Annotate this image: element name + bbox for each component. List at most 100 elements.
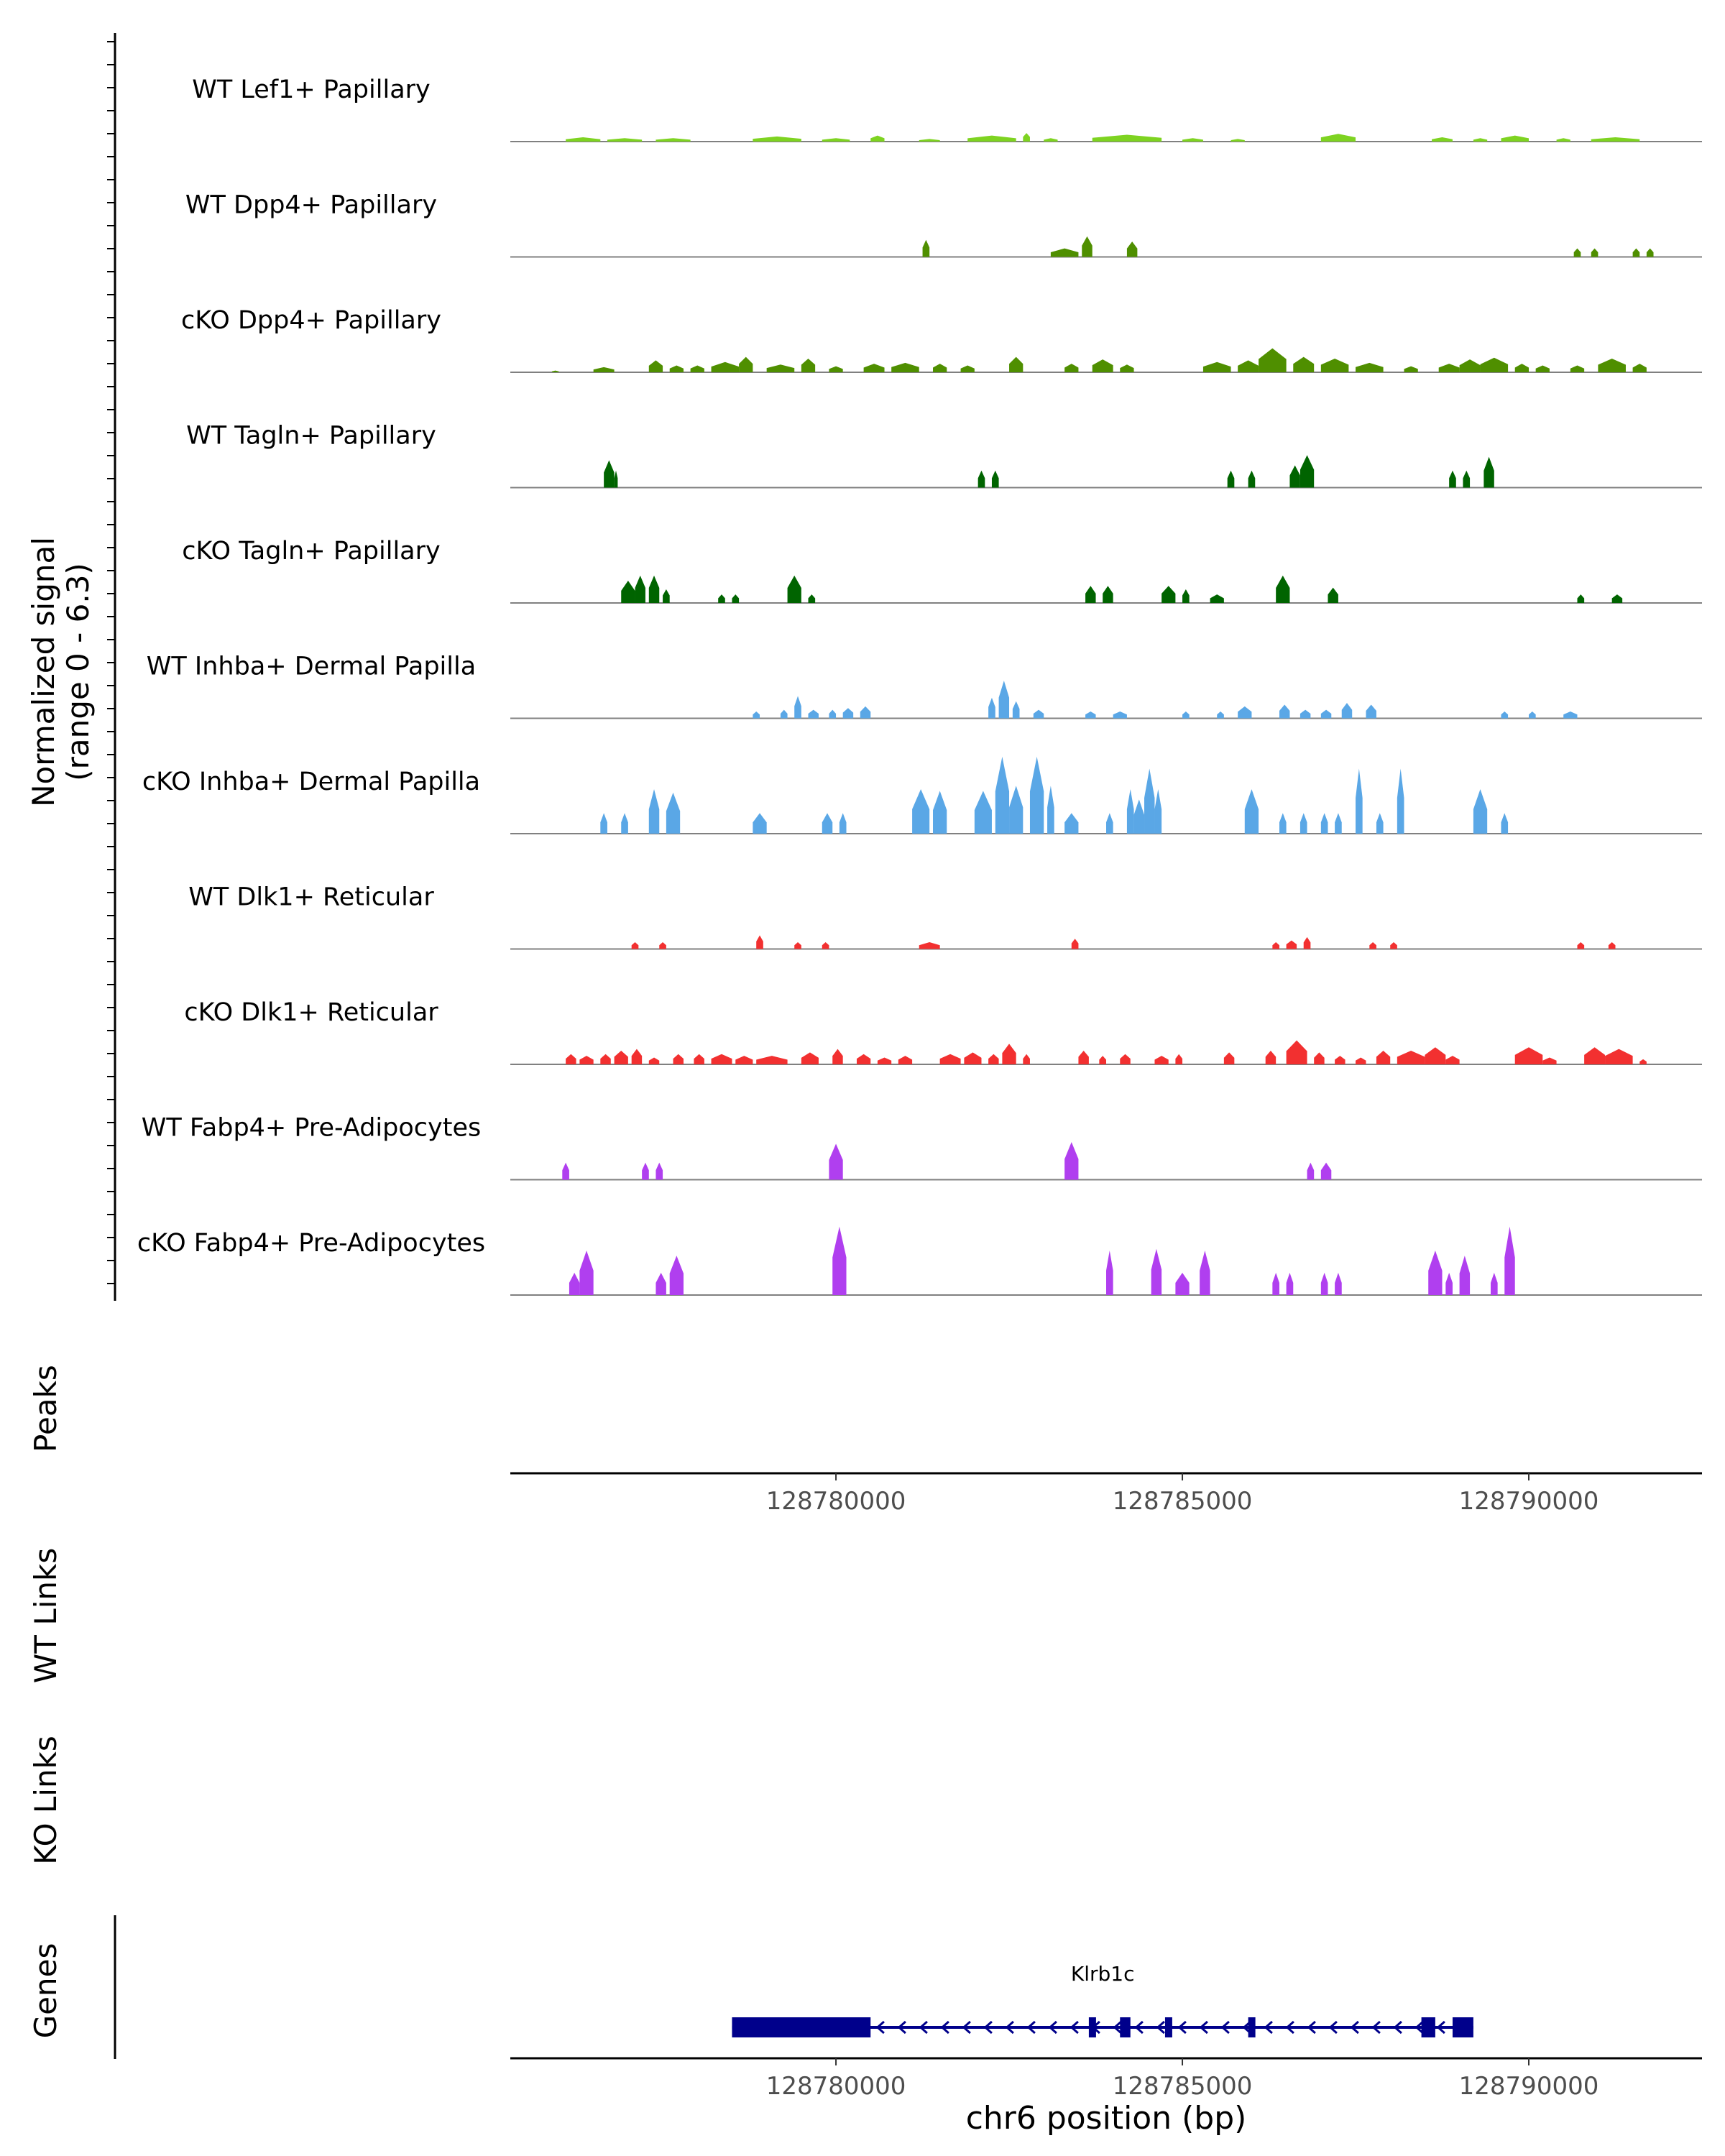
track-label: cKO Dlk1+ Reticular [184, 998, 438, 1027]
signal-peak [898, 1056, 913, 1064]
signal-peak [998, 681, 1010, 719]
signal-peak [718, 594, 725, 603]
signal-peak [1078, 1050, 1089, 1064]
signal-peak [1064, 1142, 1079, 1180]
signal-peak [663, 589, 670, 603]
signal-peak [1397, 1050, 1425, 1064]
signal-peak [1608, 941, 1616, 949]
signal-peak [829, 709, 837, 719]
signal-peak [621, 581, 635, 603]
signal-peak [995, 756, 1010, 834]
signal-peak [614, 1050, 628, 1064]
signal-peak [856, 1054, 871, 1064]
signal-peak [631, 941, 639, 949]
signal-peak [1175, 1054, 1183, 1064]
signal-peak [1484, 456, 1494, 488]
signal-peak [756, 1056, 788, 1064]
signal-y-axis-ticks [107, 41, 115, 1284]
track-label: WT Lef1+ Papillary [192, 75, 431, 104]
strand-arrow [1350, 2020, 1359, 2035]
signal-peak [1341, 703, 1353, 719]
signal-peak [690, 365, 704, 372]
signal-peak [1238, 360, 1259, 372]
signal-peak [1459, 359, 1481, 372]
signal-peak [1445, 1273, 1453, 1295]
signal-peak [1265, 1050, 1276, 1064]
signal-peak [1356, 768, 1363, 834]
signal-peak [1113, 711, 1127, 719]
signal-peak [1300, 813, 1307, 834]
signal-peak [1082, 236, 1092, 257]
track-7: WT Dlk1+ Reticular [188, 883, 1702, 950]
track-10: cKO Fabp4+ Pre-Adipocytes [137, 1226, 1702, 1296]
signal-peak [988, 1054, 999, 1064]
signal-peak [1605, 1049, 1633, 1064]
signal-peak [579, 1250, 594, 1295]
signal-y-axis-label: Normalized signal [26, 537, 61, 807]
peaks-section-label: Peaks [28, 1365, 63, 1452]
signal-peak [863, 364, 885, 372]
track-6: cKO Inhba+ Dermal Papilla [142, 756, 1702, 834]
signal-peak [1210, 594, 1224, 603]
signal-peak [832, 1049, 843, 1064]
signal-peak [1320, 1273, 1328, 1295]
signal-peak [1535, 365, 1550, 372]
track-label: WT Inhba+ Dermal Papilla [147, 653, 476, 681]
track-label: cKO Tagln+ Papillary [182, 537, 441, 566]
track-label: WT Dpp4+ Papillary [185, 191, 437, 220]
strand-arrow [1113, 2020, 1122, 2035]
signal-peak [1501, 135, 1530, 142]
signal-peak [1200, 1250, 1210, 1295]
signal-peak [1044, 138, 1058, 142]
signal-peak [1303, 936, 1311, 949]
signal-peak [600, 813, 607, 834]
signal-peak [656, 1162, 663, 1180]
signal-peak [569, 1273, 580, 1295]
signal-peak [1501, 711, 1509, 719]
strand-arrow [1307, 2020, 1316, 2035]
signal-peak [1611, 594, 1623, 603]
track-4: cKO Tagln+ Papillary [182, 537, 1702, 604]
signal-peak [1182, 589, 1190, 603]
signal-peak [891, 362, 919, 372]
signal-peak [1002, 1044, 1016, 1064]
signal-peak [780, 709, 788, 719]
strand-arrow [1414, 2020, 1424, 2035]
strand-arrow [1436, 2020, 1445, 2035]
signal-peak [1577, 594, 1585, 603]
signal-peak [1501, 813, 1509, 834]
signal-peak [1120, 364, 1134, 372]
signal-peak [839, 813, 847, 834]
signal-peak [1646, 248, 1654, 257]
signal-peak [988, 697, 995, 719]
signal-peak [562, 1162, 569, 1180]
signal-peak [1272, 1273, 1279, 1295]
signal-peak [766, 364, 795, 372]
signal-peak [1577, 941, 1585, 949]
signal-peak [1103, 586, 1113, 603]
signal-peak [1320, 813, 1328, 834]
signal-peak [753, 813, 767, 834]
signal-peak [1328, 587, 1338, 603]
signal-peak [1009, 786, 1024, 834]
signal-peak [860, 706, 871, 719]
signal-peak [1120, 1054, 1131, 1064]
signal-peak [1023, 1054, 1030, 1064]
strand-arrow [1199, 2020, 1208, 2035]
signal-peak [1542, 1057, 1557, 1064]
signal-peak [919, 139, 940, 142]
signal-peak [1012, 701, 1020, 719]
signal-peak [648, 575, 660, 603]
signal-peak [1320, 358, 1349, 372]
signal-peak [1182, 711, 1190, 719]
gene-exon [1421, 2017, 1435, 2037]
signal-peak [974, 791, 992, 834]
strand-arrow [1026, 2020, 1036, 2035]
signal-peak [1390, 941, 1397, 949]
track-3: WT Tagln+ Papillary [186, 422, 1702, 489]
ko-links-section-label: KO Links [28, 1736, 63, 1865]
signal-peak [600, 1054, 611, 1064]
signal-peak [1286, 940, 1297, 949]
x-tick-label: 128780000 [766, 2072, 906, 2101]
signal-peak [666, 792, 681, 834]
